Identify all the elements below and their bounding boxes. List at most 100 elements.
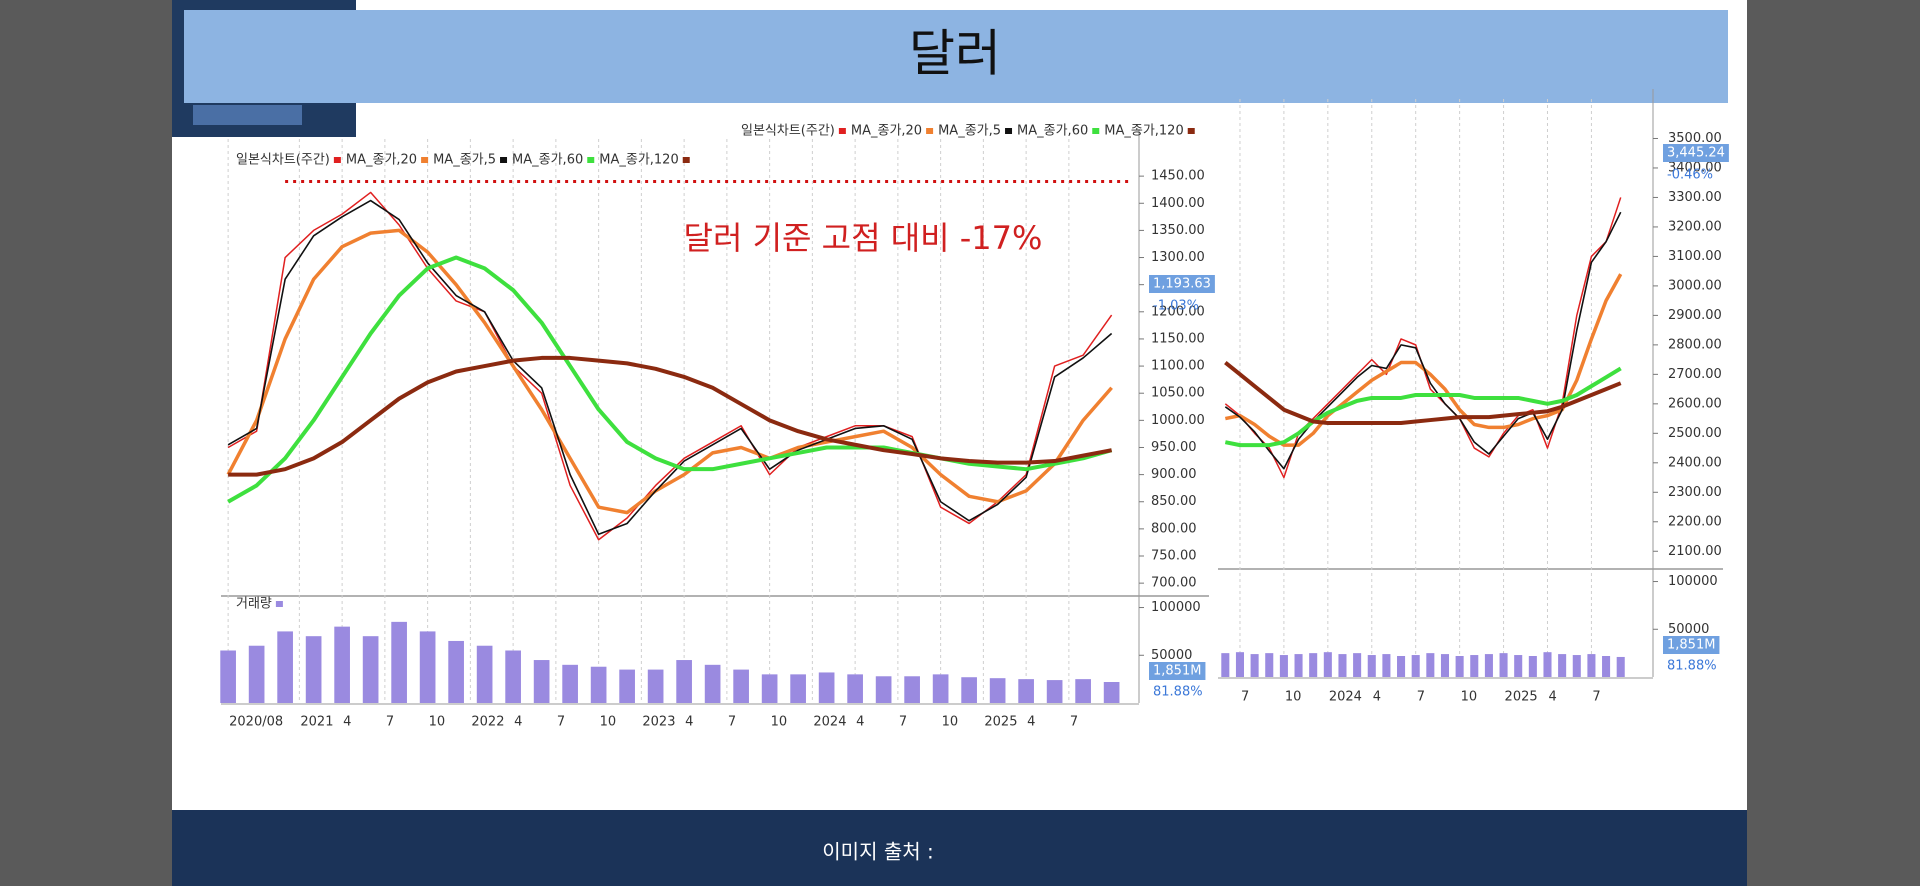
x-tick-label: 7 bbox=[386, 715, 394, 730]
series-line bbox=[226, 228, 1113, 515]
volume-bar bbox=[1470, 655, 1479, 677]
volume-bar bbox=[676, 660, 692, 703]
volume-bar bbox=[1353, 653, 1362, 677]
footer-text: 이미지 출처 : bbox=[822, 840, 933, 864]
change-label: -0.46% bbox=[1667, 168, 1713, 183]
volume-label-box bbox=[1149, 662, 1206, 680]
volume-bar bbox=[1499, 653, 1508, 677]
legend-swatch bbox=[926, 128, 934, 134]
volume-bar bbox=[1397, 656, 1406, 677]
volume-bar bbox=[1528, 656, 1537, 677]
legend-label: MA_종가,20 bbox=[346, 153, 417, 168]
volume-bar bbox=[1484, 654, 1493, 677]
volume-bar bbox=[619, 669, 635, 703]
y-tick-label: 1400.00 bbox=[1151, 196, 1205, 211]
series-line bbox=[1224, 211, 1622, 470]
x-tick-label: 2024 bbox=[813, 715, 846, 730]
x-tick-label: 4 bbox=[343, 715, 351, 730]
y-tick-label: 950.00 bbox=[1151, 440, 1197, 455]
volume-bar bbox=[1616, 656, 1625, 677]
volume-bar bbox=[590, 666, 607, 703]
legend-label: MA_종가,20 bbox=[851, 124, 922, 139]
volume-bar bbox=[362, 636, 379, 703]
y-tick-label: 3400.00 bbox=[1668, 160, 1722, 175]
y-tick-label: 2500.00 bbox=[1668, 426, 1722, 441]
y-tick-label: 900.00 bbox=[1151, 467, 1197, 482]
volume-bar bbox=[989, 678, 1006, 703]
y-tick-label: 2600.00 bbox=[1668, 396, 1722, 411]
volume-bar bbox=[1440, 654, 1450, 677]
volume-bar bbox=[1323, 652, 1332, 677]
volume-bar bbox=[562, 664, 578, 703]
volume-bar bbox=[1514, 655, 1523, 677]
volume-bar bbox=[220, 650, 236, 703]
x-tick-label: 10 bbox=[600, 715, 617, 730]
series-line bbox=[1224, 366, 1622, 448]
slide-body bbox=[172, 0, 1747, 810]
legend-label: 일본식차트(주간) bbox=[741, 124, 835, 139]
legend-swatch bbox=[587, 157, 595, 163]
volume-bar bbox=[419, 631, 436, 703]
legend-label: 일본식차트(주간) bbox=[236, 153, 330, 168]
title-bar bbox=[184, 10, 1728, 103]
y-tick-label: 1450.00 bbox=[1151, 169, 1205, 184]
price-label-box bbox=[1663, 144, 1729, 162]
ratio-label: 81.88% bbox=[1153, 685, 1203, 700]
series-line bbox=[1224, 361, 1622, 426]
x-tick-label: 7 bbox=[1417, 690, 1425, 705]
y-tick-label: 2100.00 bbox=[1668, 544, 1722, 559]
legend-label: MA_종가,5 bbox=[433, 153, 496, 168]
volume-bar bbox=[1455, 656, 1464, 677]
x-tick-label: 10 bbox=[1461, 690, 1478, 705]
volume-bar bbox=[1543, 652, 1552, 677]
y2-tick-label: 100000 bbox=[1668, 574, 1718, 589]
y2-tick-label: 50000 bbox=[1151, 648, 1192, 663]
volume-bar bbox=[961, 677, 977, 703]
volume-bar bbox=[1587, 654, 1596, 677]
volume-bar bbox=[1426, 653, 1435, 677]
volume-bar bbox=[761, 674, 778, 703]
volume-bar bbox=[1075, 679, 1091, 703]
volume-bar bbox=[1265, 653, 1274, 677]
y-tick-label: 850.00 bbox=[1151, 494, 1197, 509]
legend-label: MA_종가,60 bbox=[1017, 124, 1088, 139]
volume-bar bbox=[1572, 655, 1581, 677]
y-tick-label: 700.00 bbox=[1151, 576, 1197, 591]
x-tick-label: 7 bbox=[1592, 690, 1600, 705]
y-tick-label: 1200.00 bbox=[1151, 304, 1205, 319]
x-tick-label: 2021 bbox=[300, 715, 333, 730]
series-line bbox=[227, 191, 1113, 541]
price-label: 3,445.24 bbox=[1667, 146, 1725, 161]
legend-swatch bbox=[500, 157, 508, 163]
x-tick-label: 7 bbox=[557, 715, 565, 730]
y-tick-label: 2300.00 bbox=[1668, 485, 1722, 500]
legend-swatch bbox=[421, 157, 429, 163]
volume-bar bbox=[1018, 679, 1034, 703]
y-tick-label: 3300.00 bbox=[1668, 190, 1722, 205]
volume-bar bbox=[476, 645, 493, 703]
annotation: 달러 기준 고점 대비 -17% bbox=[684, 219, 1043, 257]
volume-bar bbox=[733, 669, 749, 703]
y2-tick-label: 100000 bbox=[1151, 600, 1201, 615]
y-tick-label: 1100.00 bbox=[1151, 359, 1205, 374]
volume-bar bbox=[904, 676, 920, 703]
legend-swatch bbox=[275, 601, 283, 607]
change-label: -1.03% bbox=[1153, 299, 1199, 314]
y-tick-label: 2800.00 bbox=[1668, 337, 1722, 352]
volume-bar bbox=[1294, 654, 1303, 677]
footer-bar bbox=[172, 810, 1747, 886]
x-tick-label: 10 bbox=[429, 715, 446, 730]
slide-title: 달러 bbox=[909, 25, 1001, 83]
x-tick-label: 2020/08 bbox=[229, 715, 283, 730]
legend-swatch bbox=[682, 157, 690, 163]
price-label: 1,193.63 bbox=[1153, 277, 1211, 292]
volume-bar bbox=[704, 664, 721, 703]
x-tick-label: 4 bbox=[1548, 690, 1556, 705]
volume-bar bbox=[1338, 654, 1347, 677]
legend-label: 거래량 bbox=[236, 597, 272, 612]
legend-label: MA_종가,5 bbox=[938, 124, 1001, 139]
volume-bar bbox=[932, 674, 949, 703]
volume-bar bbox=[790, 674, 806, 703]
series-line bbox=[227, 255, 1113, 504]
